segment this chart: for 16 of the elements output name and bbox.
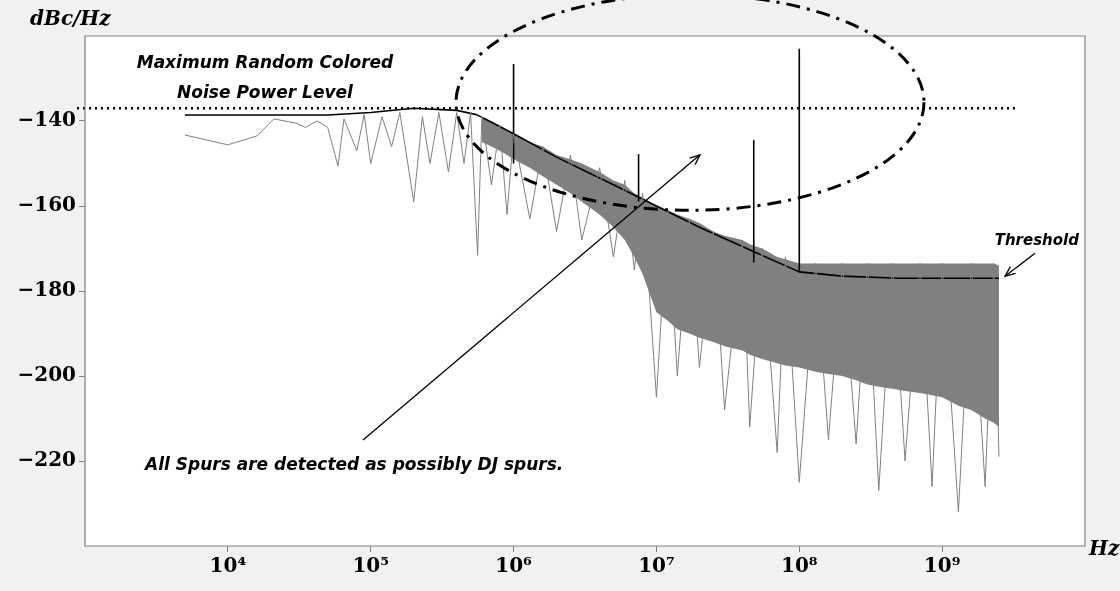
x-tick-label: 10⁸ — [780, 553, 818, 578]
y-tick-label: −220 — [17, 447, 76, 472]
series-label: Threshold — [994, 230, 1080, 249]
y-tick-label: −200 — [17, 362, 76, 387]
x-axis-title: Hz — [1088, 536, 1120, 561]
x-tick-label: 10⁹ — [923, 553, 961, 578]
y-tick-label: −180 — [17, 277, 76, 302]
x-tick-label: 10⁷ — [638, 553, 675, 578]
annotation: All Spurs are detected as possibly DJ spurs. — [143, 454, 564, 475]
y-axis-title: dBc/Hz — [30, 6, 112, 31]
x-tick-label: 10⁴ — [209, 553, 247, 578]
x-tick-label: 10⁵ — [352, 553, 390, 578]
x-tick-label: 10⁶ — [495, 553, 533, 578]
y-tick-label: −160 — [17, 192, 76, 217]
ref-line-label: Maximum Random Colored Noise Power Level — [136, 52, 395, 103]
y-tick-label: −140 — [17, 107, 76, 132]
